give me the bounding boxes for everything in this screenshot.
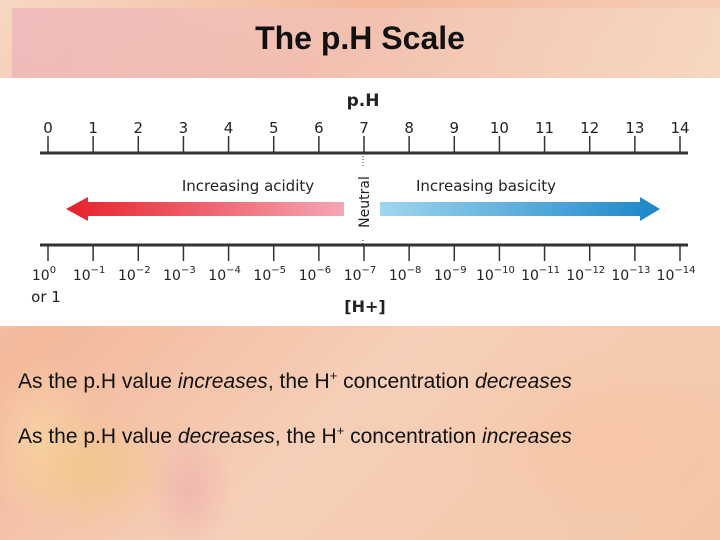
ph-tick-labels: 0 1 2 3 4 5 6 7 8 9 10 11 12 13 14 xyxy=(43,119,689,137)
or-one-label: or 1 xyxy=(31,288,61,306)
statement-text: concentration xyxy=(344,425,483,448)
statement-increase: As the p.H value increases, the H+ conce… xyxy=(18,368,572,394)
statement-emphasis: decreases xyxy=(475,370,572,393)
concentration-tick-label: 10−14 xyxy=(657,265,696,284)
concentration-tick-label: 10−2 xyxy=(118,265,151,284)
ph-tick-label: 7 xyxy=(359,119,369,137)
concentration-tick-label: 10−5 xyxy=(253,265,286,284)
ph-tick-label: 2 xyxy=(134,119,144,137)
concentration-tick-label: 10−10 xyxy=(476,265,515,284)
neutral-label-bg xyxy=(352,166,374,238)
concentration-tick-label: 100 xyxy=(32,265,56,284)
ph-scale-diagram: p.H 0 1 2 3 4 5 6 7 8 9 10 11 12 13 14 Neutral Increas… xyxy=(31,91,696,316)
statement-text: , the H xyxy=(267,370,330,393)
ph-tick-marks xyxy=(47,136,681,153)
statement-emphasis: increases xyxy=(177,370,268,393)
basicity-arrow xyxy=(380,197,660,221)
concentration-tick-label: 10−11 xyxy=(521,265,560,284)
ph-tick-label: 11 xyxy=(535,119,554,137)
ph-tick-label: 6 xyxy=(314,119,324,137)
statement-text: As the p.H value xyxy=(18,425,178,448)
ph-tick-label: 14 xyxy=(670,119,689,137)
concentration-tick-labels: 100 10−1 10−2 10−3 10−4 10−5 10−6 10−7 10−8 10−9 1… xyxy=(32,265,696,284)
acidity-arrow xyxy=(66,197,344,221)
ph-tick-label: 10 xyxy=(490,119,509,137)
ph-tick-label: 1 xyxy=(88,119,98,137)
statement-emphasis: decreases xyxy=(177,425,275,448)
concentration-tick-label: 10−3 xyxy=(163,265,196,284)
concentration-tick-label: 10−6 xyxy=(299,265,332,284)
ph-tick-label: 0 xyxy=(43,119,53,137)
neutral-label: Neutral xyxy=(357,176,373,228)
charge-superscript: + xyxy=(329,368,338,383)
concentration-tick-label: 10−8 xyxy=(389,265,422,284)
ph-tick-label: 5 xyxy=(269,119,279,137)
concentration-tick-label: 10−1 xyxy=(73,265,106,284)
statement-text: As the p.H value xyxy=(18,370,178,393)
ph-tick-label: 12 xyxy=(580,119,599,137)
concentration-tick-label: 10−4 xyxy=(208,265,241,284)
concentration-tick-label: 10−13 xyxy=(611,265,650,284)
ph-tick-label: 9 xyxy=(450,119,460,137)
ph-tick-label: 8 xyxy=(404,119,414,137)
ph-tick-label: 3 xyxy=(179,119,189,137)
title-band xyxy=(12,8,720,78)
charge-superscript: + xyxy=(336,423,345,438)
concentration-tick-marks xyxy=(47,245,681,261)
concentration-axis-label: [H+] xyxy=(344,297,385,316)
slide-title: The p.H Scale xyxy=(255,20,465,56)
ph-scale-figure: p.H 0 1 2 3 4 5 6 7 8 9 10 11 12 13 14 Neutral Increas… xyxy=(0,78,720,326)
concentration-tick-label: 10−7 xyxy=(344,265,377,284)
statement-emphasis: increases xyxy=(482,425,572,448)
concentration-tick-label: 10−12 xyxy=(566,265,605,284)
background-glassware-decoration xyxy=(0,320,720,540)
concentration-tick-label: 10−9 xyxy=(434,265,467,284)
ph-tick-label: 4 xyxy=(224,119,234,137)
ph-axis-label: p.H xyxy=(347,91,380,111)
statement-text: concentration xyxy=(337,370,476,393)
acidity-label: Increasing acidity xyxy=(182,177,314,195)
statement-decrease: As the p.H value decreases, the H+ conce… xyxy=(18,423,572,449)
basicity-label: Increasing basicity xyxy=(416,177,556,195)
statement-text: , the H xyxy=(274,425,337,448)
ph-tick-label: 13 xyxy=(625,119,644,137)
